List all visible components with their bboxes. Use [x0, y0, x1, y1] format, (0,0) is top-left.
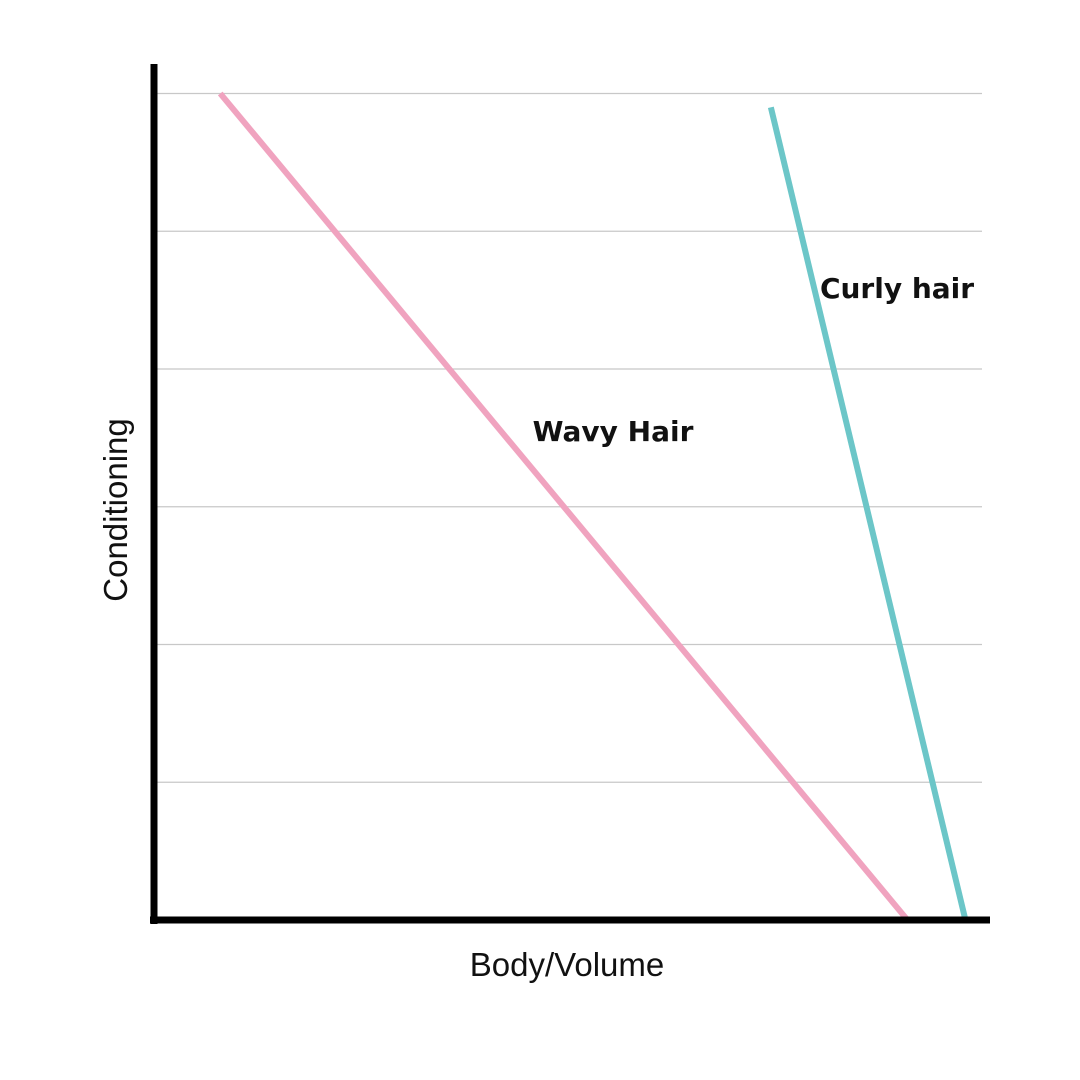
- x-axis-label: Body/Volume: [470, 946, 664, 983]
- series-line-curly-hair: [767, 106, 969, 921]
- y-axis-label: Conditioning: [97, 418, 134, 601]
- series-label-wavy-hair: Wavy Hair: [533, 415, 694, 448]
- series-line-wavy-hair: [217, 91, 910, 922]
- grid: [154, 92, 982, 783]
- series-lines: [217, 91, 969, 922]
- series-label-curly-hair: Curly hair: [820, 272, 974, 305]
